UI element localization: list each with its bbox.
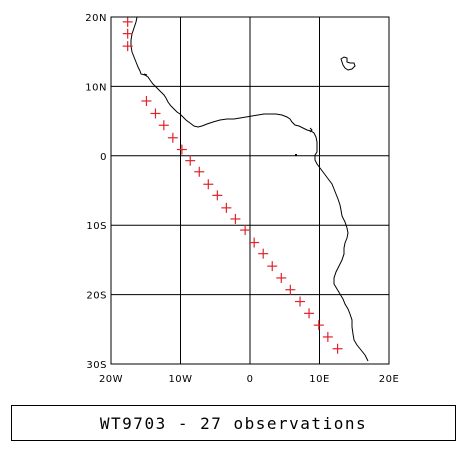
observation-marker bbox=[258, 248, 269, 259]
y-axis-labels: 20N 10N 0 10S 20S 30S bbox=[85, 13, 107, 371]
observation-marker bbox=[194, 166, 205, 177]
observation-marker bbox=[249, 237, 260, 248]
observation-marker bbox=[141, 95, 152, 106]
observation-marker bbox=[176, 144, 187, 155]
observation-marker bbox=[304, 308, 315, 319]
island-bioko bbox=[309, 127, 313, 133]
observation-marker bbox=[267, 261, 278, 272]
y-tick-label: 10S bbox=[86, 221, 107, 232]
observation-marker bbox=[332, 343, 343, 354]
observation-marker bbox=[150, 108, 161, 119]
observation-marker bbox=[230, 213, 241, 224]
observation-marker bbox=[285, 284, 296, 295]
observation-marker bbox=[313, 320, 324, 331]
observation-marker bbox=[212, 190, 223, 201]
observation-marker bbox=[322, 331, 333, 342]
observation-marker bbox=[295, 296, 306, 307]
caption-box: WT9703 - 27 observations bbox=[11, 405, 456, 441]
observation-marker bbox=[122, 41, 133, 52]
x-tick-label: 0 bbox=[247, 374, 254, 385]
observation-marker bbox=[185, 155, 196, 166]
x-tick-label: 20E bbox=[379, 374, 400, 385]
y-tick-label: 0 bbox=[100, 152, 107, 163]
x-tick-label: 10W bbox=[168, 374, 192, 385]
observation-marker bbox=[276, 272, 287, 283]
observation-marker bbox=[221, 202, 232, 213]
observation-marker bbox=[240, 225, 251, 236]
observation-markers bbox=[122, 16, 343, 354]
observation-marker bbox=[167, 132, 178, 143]
observation-marker bbox=[122, 28, 133, 39]
x-tick-label: 20W bbox=[99, 374, 123, 385]
caption-text: WT9703 - 27 observations bbox=[99, 413, 368, 433]
coastline bbox=[130, 16, 369, 362]
y-tick-label: 20N bbox=[85, 13, 107, 24]
africa-coastline bbox=[130, 16, 369, 362]
plot-frame bbox=[110, 16, 390, 365]
y-tick-label: 20S bbox=[86, 291, 107, 302]
observation-marker bbox=[203, 179, 214, 190]
observation-marker bbox=[122, 16, 133, 27]
x-tick-label: 10E bbox=[309, 374, 330, 385]
y-tick-label: 30S bbox=[86, 360, 107, 371]
y-tick-label: 10N bbox=[85, 82, 107, 93]
island-sao-tome bbox=[295, 154, 297, 156]
island-cape-verde bbox=[143, 73, 148, 76]
x-axis-labels: 20W 10W 0 10E 20E bbox=[99, 374, 399, 385]
observation-marker bbox=[158, 120, 169, 131]
lake-chad bbox=[340, 56, 356, 71]
